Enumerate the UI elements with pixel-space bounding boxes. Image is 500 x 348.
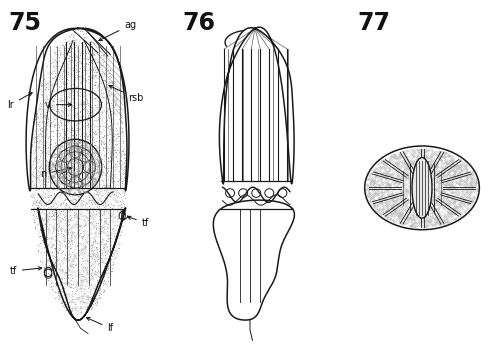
Text: lr: lr	[8, 93, 32, 110]
Text: ag: ag	[99, 20, 136, 41]
Text: n: n	[40, 167, 72, 179]
Text: 76: 76	[182, 11, 216, 35]
Text: tf: tf	[128, 216, 149, 228]
Text: lf: lf	[86, 317, 114, 333]
Text: v: v	[45, 100, 72, 110]
Text: rsb: rsb	[109, 85, 143, 103]
Text: tf: tf	[10, 266, 42, 276]
Text: 75: 75	[8, 11, 41, 35]
Ellipse shape	[412, 158, 432, 218]
Text: 77: 77	[357, 11, 390, 35]
